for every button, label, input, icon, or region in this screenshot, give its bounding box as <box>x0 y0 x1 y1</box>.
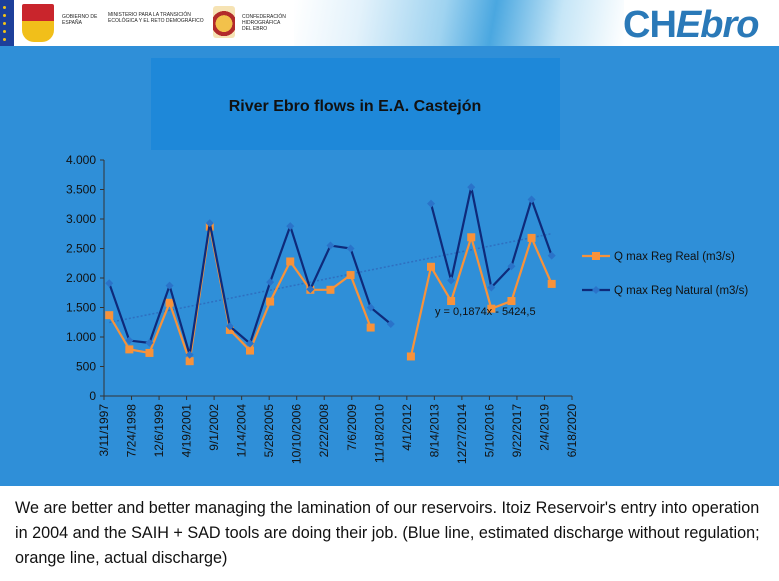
data-point-natural <box>246 339 255 348</box>
data-point-natural <box>266 278 275 287</box>
data-point-real <box>447 297 456 306</box>
data-point-natural <box>346 244 355 253</box>
data-point-natural <box>286 222 295 231</box>
data-point-natural <box>487 283 496 292</box>
data-point-real <box>286 257 295 266</box>
data-point-real <box>105 311 114 320</box>
data-point-real <box>467 233 476 242</box>
x-tick-label: 12/6/1999 <box>152 404 166 458</box>
data-point-real <box>266 297 275 306</box>
data-point-real <box>145 348 154 357</box>
data-point-natural <box>306 285 315 294</box>
y-tick-label: 1.000 <box>66 330 96 344</box>
che-text: CONFEDERACIÓN HIDROGRÁFICA DEL EBRO <box>242 14 286 32</box>
plot-area: 0 500 1.000 1.500 2.000 2.500 3.000 3.500 4.000 3… <box>66 153 748 464</box>
trendline <box>109 232 552 324</box>
legend-marker-real <box>592 252 600 260</box>
data-point-real <box>165 298 174 307</box>
y-tick-label: 0 <box>89 389 96 403</box>
data-point-natural <box>165 281 174 290</box>
data-point-real <box>406 352 415 361</box>
legend-marker-natural <box>592 286 600 294</box>
legend-label: Q max Reg Natural (m3/s) <box>614 285 748 297</box>
data-point-real <box>507 297 516 306</box>
data-point-natural <box>185 350 194 359</box>
water-banner-image <box>294 0 624 46</box>
gov-text: GOBIERNO DE ESPAÑA <box>62 14 98 26</box>
x-tick-label: 6/18/2020 <box>565 404 579 458</box>
data-point-real <box>246 346 255 355</box>
chart-title: River Ebro flows in E.A. Castejón <box>229 98 482 115</box>
y-tick-label: 2.500 <box>66 242 96 256</box>
x-tick-label: 12/27/2014 <box>455 404 469 464</box>
x-tick-label: 9/22/2017 <box>510 404 524 458</box>
x-tick-label: 1/14/2004 <box>235 404 249 458</box>
x-tick-label: 11/18/2010 <box>372 404 386 463</box>
x-tick-label: 10/10/2006 <box>290 404 304 464</box>
data-point-real <box>346 271 355 280</box>
data-point-real <box>427 262 436 271</box>
x-tick-label: 9/1/2002 <box>207 404 221 451</box>
chart: River Ebro flows in E.A. Castejón 0 500 1.… <box>66 58 748 464</box>
x-tick-label: 5/10/2016 <box>482 404 496 458</box>
data-point-natural <box>225 322 234 331</box>
data-point-real <box>185 357 194 366</box>
title-box <box>151 58 560 150</box>
data-point-natural <box>205 219 214 228</box>
y-tick-label: 500 <box>76 360 96 374</box>
eu-flag-strip <box>0 0 14 46</box>
y-tick-label: 1.500 <box>66 301 96 315</box>
data-point-natural <box>507 262 516 271</box>
y-tick-label: 3.000 <box>66 212 96 226</box>
x-tick-label: 8/14/2013 <box>427 404 441 458</box>
chebro-logo: CHEbro <box>623 4 759 46</box>
data-point-natural <box>527 195 536 204</box>
x-tick-label: 5/28/2005 <box>262 404 276 458</box>
x-tick-label: 7/24/1998 <box>125 404 139 458</box>
y-tick-label: 2.000 <box>66 271 96 285</box>
data-point-natural <box>467 183 476 192</box>
data-point-natural <box>427 199 436 208</box>
x-tick-label: 7/6/2009 <box>345 404 359 451</box>
y-tick-label: 4.000 <box>66 153 96 167</box>
data-point-natural <box>145 338 154 347</box>
trendline-label: y = 0,1874x - 5424,5 <box>435 306 536 318</box>
data-point-natural <box>547 251 556 260</box>
data-point-real <box>547 279 556 288</box>
x-tick-label: 3/11/1997 <box>97 404 111 457</box>
data-point-real <box>527 233 536 242</box>
caption-text: We are better and better managing the la… <box>0 486 779 581</box>
data-point-real <box>326 285 335 294</box>
legend-label: Q max Reg Real (m3/s) <box>614 251 735 263</box>
series-line-natural <box>108 222 392 356</box>
data-point-natural <box>326 241 335 250</box>
data-point-natural <box>386 320 395 329</box>
data-point-natural <box>105 279 114 288</box>
che-emblem-icon <box>213 6 235 38</box>
data-point-natural <box>366 303 375 312</box>
data-point-natural <box>447 276 456 285</box>
data-point-natural <box>125 336 134 345</box>
x-tick-label: 4/19/2001 <box>180 404 194 458</box>
x-tick-label: 2/4/2019 <box>537 404 551 451</box>
x-tick-label: 2/22/2008 <box>317 404 331 458</box>
ministry-text: MINISTERIO PARA LA TRANSICIÓN ECOLÓGICA … <box>108 12 204 24</box>
data-point-real <box>487 304 496 313</box>
data-point-real <box>125 345 134 354</box>
header-banner: GOBIERNO DE ESPAÑA MINISTERIO PARA LA TR… <box>0 0 779 46</box>
series-line-real <box>409 233 553 357</box>
y-tick-label: 3.500 <box>66 183 96 197</box>
data-point-real <box>366 323 375 332</box>
spain-coat-of-arms-icon <box>22 4 54 42</box>
x-tick-label: 4/1/2012 <box>400 404 414 451</box>
